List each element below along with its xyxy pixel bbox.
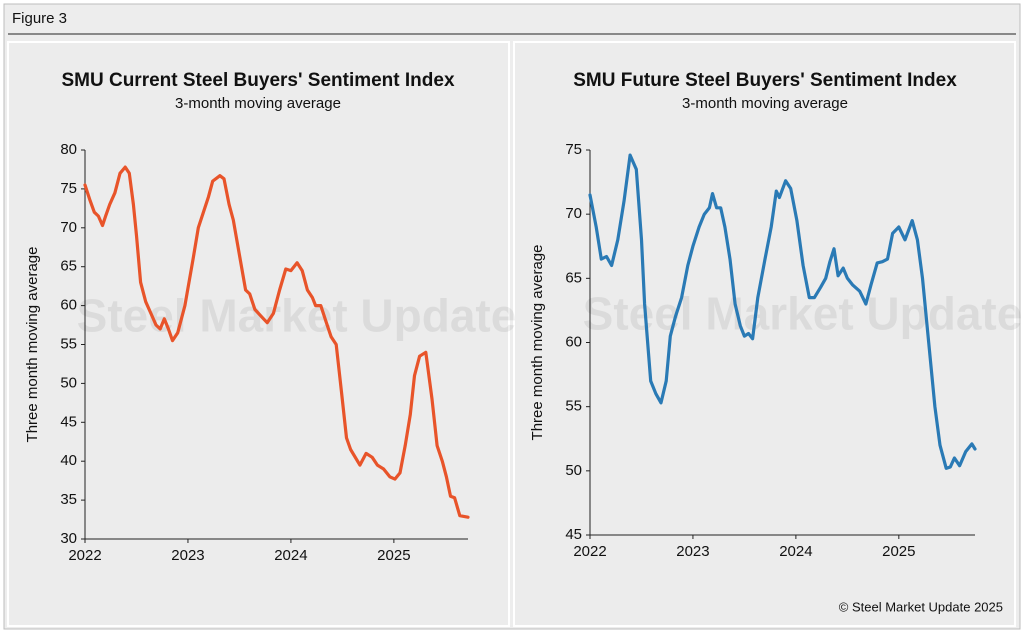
chart-subtitle: 3-month moving average	[175, 95, 341, 112]
y-tick-label: 50	[565, 462, 582, 479]
panel	[7, 41, 510, 627]
y-tick-label: 45	[565, 526, 582, 543]
y-tick-label: 70	[565, 205, 582, 222]
y-tick-label: 60	[565, 333, 582, 350]
figure-label: Figure 3	[12, 10, 67, 27]
x-tick-label: 2024	[274, 547, 307, 564]
y-tick-label: 40	[60, 452, 77, 469]
y-tick-label: 70	[60, 219, 77, 236]
y-tick-label: 35	[60, 491, 77, 508]
watermark: Steel Market Update	[77, 290, 517, 342]
y-tick-label: 60	[60, 297, 77, 314]
panel	[513, 41, 1016, 627]
x-tick-label: 2022	[68, 547, 101, 564]
credit: © Steel Market Update 2025	[839, 599, 1003, 614]
chart-title: SMU Future Steel Buyers' Sentiment Index	[573, 70, 957, 91]
y-tick-label: 65	[565, 269, 582, 286]
y-tick-label: 30	[60, 530, 77, 547]
y-tick-label: 75	[565, 141, 582, 158]
y-axis-label: Three month moving average	[529, 245, 546, 441]
data-line	[83, 165, 470, 519]
x-tick-label: 2022	[573, 543, 606, 560]
x-tick-label: 2023	[171, 547, 204, 564]
chart-title: SMU Current Steel Buyers' Sentiment Inde…	[61, 70, 454, 91]
y-tick-label: 45	[60, 413, 77, 430]
y-tick-label: 55	[565, 398, 582, 415]
y-tick-label: 55	[60, 335, 77, 352]
x-tick-label: 2025	[377, 547, 410, 564]
x-tick-label: 2024	[779, 543, 812, 560]
y-tick-label: 65	[60, 258, 77, 275]
y-tick-label: 75	[60, 180, 77, 197]
data-line	[588, 153, 977, 470]
x-tick-label: 2023	[676, 543, 709, 560]
y-tick-label: 80	[60, 141, 77, 158]
y-tick-label: 50	[60, 374, 77, 391]
y-axis-label: Three month moving average	[24, 247, 41, 443]
watermark: Steel Market Update	[583, 288, 1023, 340]
x-tick-label: 2025	[882, 543, 915, 560]
chart-subtitle: 3-month moving average	[682, 95, 848, 112]
